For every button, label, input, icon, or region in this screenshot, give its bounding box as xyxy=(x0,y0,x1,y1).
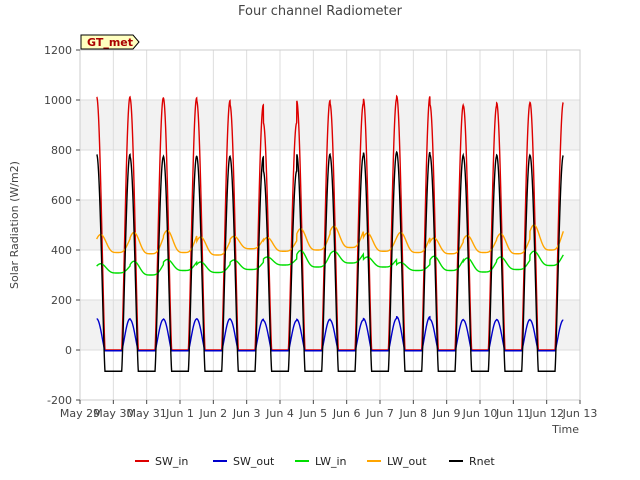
y-tick-label: 200 xyxy=(51,294,72,307)
gt-met-badge: GT_met xyxy=(80,34,140,50)
x-tick-label: Jun 5 xyxy=(298,407,327,420)
legend-label-rnet: Rnet xyxy=(469,455,495,468)
legend-label-lw-out: LW_out xyxy=(387,455,427,468)
x-tick-label: May 29 xyxy=(60,407,100,420)
y-tick-label: 400 xyxy=(51,244,72,257)
legend: SW_in SW_out LW_in LW_out Rnet xyxy=(135,455,495,468)
x-tick-label: May 30 xyxy=(93,407,133,420)
band-0 xyxy=(80,300,580,350)
x-tick-label: Jun 7 xyxy=(365,407,394,420)
band-400 xyxy=(80,200,580,250)
series-line-sw-out xyxy=(96,315,564,352)
y-axis-ticks: -200 0 200 400 600 800 1000 1200 xyxy=(44,44,80,407)
y-tick-label: 1000 xyxy=(44,94,72,107)
y-tick-label: 800 xyxy=(51,144,72,157)
y-tick-label: 0 xyxy=(65,344,72,357)
series-line-sw-in xyxy=(96,94,564,351)
x-tick-label: May 31 xyxy=(127,407,167,420)
x-tick-label: Jun 1 xyxy=(165,407,194,420)
x-tick-label: Jun 10 xyxy=(462,407,498,420)
legend-label-lw-in: LW_in xyxy=(315,455,347,468)
series-line-rnet xyxy=(96,150,564,372)
band-800 xyxy=(80,100,580,150)
x-tick-label: Jun 6 xyxy=(332,407,361,420)
plot-area-frame xyxy=(79,49,581,401)
y-tick-label: 1200 xyxy=(44,44,72,57)
plot-bands xyxy=(80,100,580,350)
y-tick-label: -200 xyxy=(47,394,72,407)
x-tick-label: Jun 3 xyxy=(232,407,261,420)
x-tick-label: Jun 8 xyxy=(398,407,427,420)
badge-box xyxy=(80,34,140,50)
series-line-lw-out xyxy=(96,224,564,256)
chart-title: Four channel Radiometer xyxy=(238,4,403,19)
badge-label: GT_met xyxy=(87,36,133,49)
x-axis-title: Time xyxy=(551,423,579,436)
legend-label-sw-out: SW_out xyxy=(233,455,275,468)
x-tick-label: Jun 12 xyxy=(528,407,564,420)
legend-label-sw-in: SW_in xyxy=(155,455,188,468)
x-tick-label: Jun 2 xyxy=(198,407,227,420)
x-tick-label: Jun 11 xyxy=(495,407,531,420)
x-tick-label: Jun 9 xyxy=(432,407,461,420)
x-tick-label: Jun 4 xyxy=(265,407,294,420)
series-line-lw-in xyxy=(96,249,564,276)
y-axis-title: Solar Radiation (W/m2) xyxy=(8,161,21,289)
x-tick-label: Jun 13 xyxy=(562,407,598,420)
series-lines xyxy=(96,94,564,372)
y-tick-label: 600 xyxy=(51,194,72,207)
